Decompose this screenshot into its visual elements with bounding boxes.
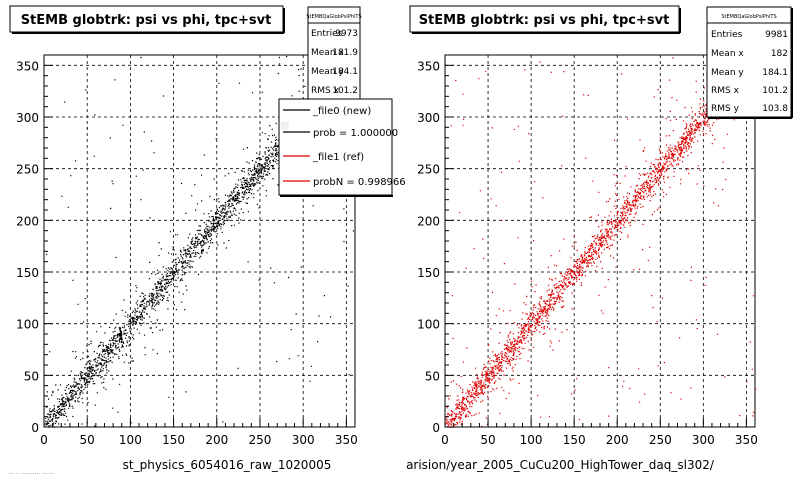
left-stats-value-1: 181.9 [332,48,358,58]
left-y-axis: 0 50 100 150 200 250 300 350 [16,54,53,435]
y-tick-label: 300 [417,111,440,125]
right-x-axis-label: arision/year_2005_CuCu200_HighTower_daq_… [406,458,715,472]
x-tick-label: 350 [335,433,358,447]
y-tick-label: 150 [16,266,39,280]
y-tick-label: 0 [31,421,39,435]
x-tick-label: 300 [292,433,315,447]
right-stats-value-2: 184.1 [762,68,788,78]
legend-label-file1: _file1 (ref) [312,152,364,163]
x-tick-label: 150 [162,433,185,447]
x-tick-label: 0 [40,433,48,447]
right-stats-value-3: 101.2 [762,86,788,96]
x-tick-label: 0 [441,433,449,447]
left-stats-label-2: Mean y [311,67,344,77]
x-tick-label: 300 [692,433,715,447]
y-tick-label: 0 [432,421,440,435]
left-chart-title: StEMB globtrk: psi vs phi, tpc+svt [21,13,272,28]
right-chart-title: StEMB globtrk: psi vs phi, tpc+svt [419,13,670,28]
legend-label-probN: probN = 0.998966 [313,177,406,188]
right-stats-box [706,6,792,118]
x-tick-label: 350 [735,433,758,447]
right-title-box [409,5,680,33]
scatter-points [44,55,357,428]
right-grid [445,55,755,427]
legend-label-prob: prob = 1.000000 [313,128,398,139]
y-tick-label: 250 [16,163,39,177]
left-x-axis-label: st_physics_6054016_raw_1020005 [123,458,332,472]
left-x-axis: 0 50 100 150 200 250 300 350 [40,418,358,447]
y-tick-label: 350 [417,59,440,73]
left-stats-value-3: 101.2 [332,86,358,96]
left-panel: 0 50 100 150 200 250 300 350 0 50 100 150 200 250 300… [8,5,406,476]
left-legend: _file0 (new) prob = 1.000000 _file1 (ref… [278,98,406,197]
x-tick-label: 100 [119,433,142,447]
legend-label-file0: _file0 (new) [312,106,371,117]
x-tick-label: 50 [80,433,95,447]
right-stats-label-0: Entries [711,30,743,40]
right-stats-value-0: 9981 [765,30,788,40]
left-stats-label-1: Mean x [311,48,344,58]
y-tick-label: 200 [417,214,440,228]
x-tick-label: 200 [205,433,228,447]
y-tick-label: 50 [425,369,440,383]
right-stats-label-3: RMS x [711,86,740,96]
x-tick-label: 250 [649,433,672,447]
left-scatter-series [44,55,357,428]
right-panel: 0 50 100 150 200 250 300 350 0 50 100 150 200 250 300… [406,5,793,472]
left-stats-value-0: 9973 [335,29,358,39]
y-tick-label: 100 [16,318,39,332]
right-scatter-series [445,55,757,428]
left-stats-name: StEMBQaGlobPsiPhiTS [306,14,361,20]
y-tick-label: 50 [24,369,39,383]
x-tick-label: 250 [249,433,272,447]
scatter-points [445,55,757,428]
y-tick-label: 250 [417,163,440,177]
right-y-axis: 0 50 100 150 200 250 300 350 [417,54,454,435]
right-stats-label-2: Mean y [711,68,744,78]
x-tick-label: 200 [606,433,629,447]
right-stats-label-1: Mean x [711,49,744,59]
y-tick-label: 350 [16,59,39,73]
right-stats-name: StEMBQaGlobPsiPhiTS [721,14,776,20]
y-tick-label: 200 [16,214,39,228]
right-x-axis: 0 50 100 150 200 250 300 350 [441,418,758,447]
left-stats-label-0: Entries [311,29,343,39]
y-tick-label: 150 [417,266,440,280]
y-tick-label: 300 [16,111,39,125]
footer-fragment: ... .. .......... ...... [8,469,54,476]
x-tick-label: 50 [480,433,495,447]
x-tick-label: 100 [520,433,543,447]
right-stats-value-4: 103.8 [762,104,788,114]
y-tick-label: 100 [417,318,440,332]
x-tick-label: 150 [563,433,586,447]
left-stats-label-3: RMS x [311,86,340,96]
right-stats-value-1: 182 [771,49,788,59]
right-stats-label-4: RMS y [711,104,740,114]
left-stats-value-2: 184.1 [332,67,358,77]
left-title-box [9,5,284,33]
